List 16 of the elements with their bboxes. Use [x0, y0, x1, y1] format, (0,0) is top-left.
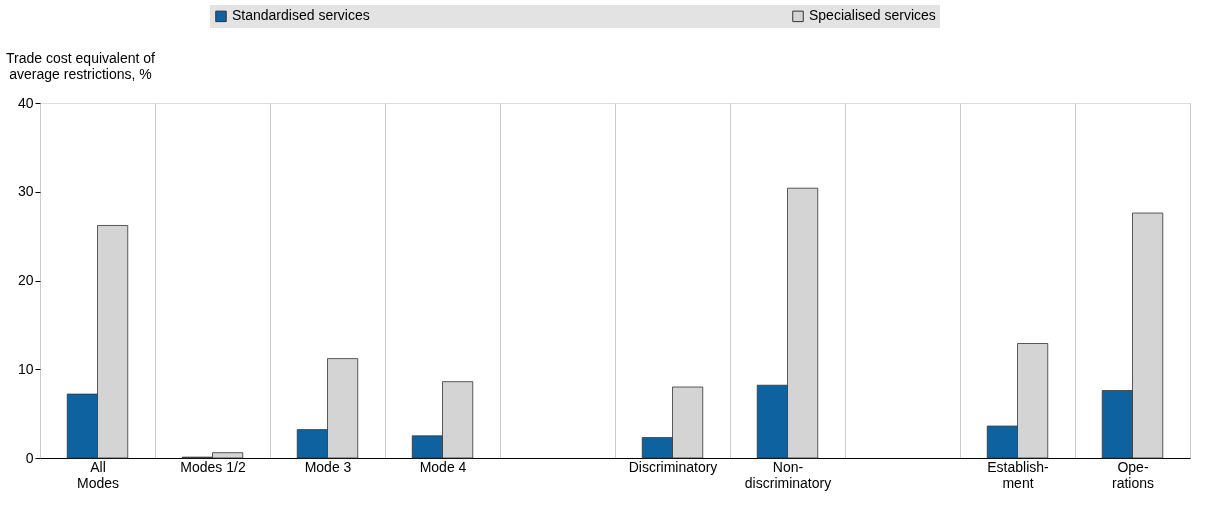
x-tick-label: All Modes	[76, 458, 120, 491]
y-axis-title: Trade cost equivalent of average restrictions, %	[6, 49, 156, 82]
x-tick-label: Discriminatory	[628, 458, 718, 475]
y-tick-label: 40	[17, 94, 34, 111]
y-tick-label: 20	[17, 272, 34, 288]
x-tick-label: Mode 4	[419, 458, 467, 475]
x-tick-label: Modes 1/2	[180, 458, 246, 475]
x-tick-label: Mode 3	[304, 458, 352, 475]
x-tick-label: Ope- rations	[1111, 458, 1155, 491]
legend-label: Specialised services	[809, 7, 936, 24]
y-tick-label: 30	[17, 183, 34, 200]
y-tick-label: 0	[25, 449, 34, 466]
x-tick-label: Non- discriminatory	[744, 458, 832, 491]
x-tick-label: Establish- ment	[987, 458, 1050, 491]
y-tick-label: 10	[17, 360, 34, 377]
legend-label: Standardised services	[232, 7, 370, 24]
